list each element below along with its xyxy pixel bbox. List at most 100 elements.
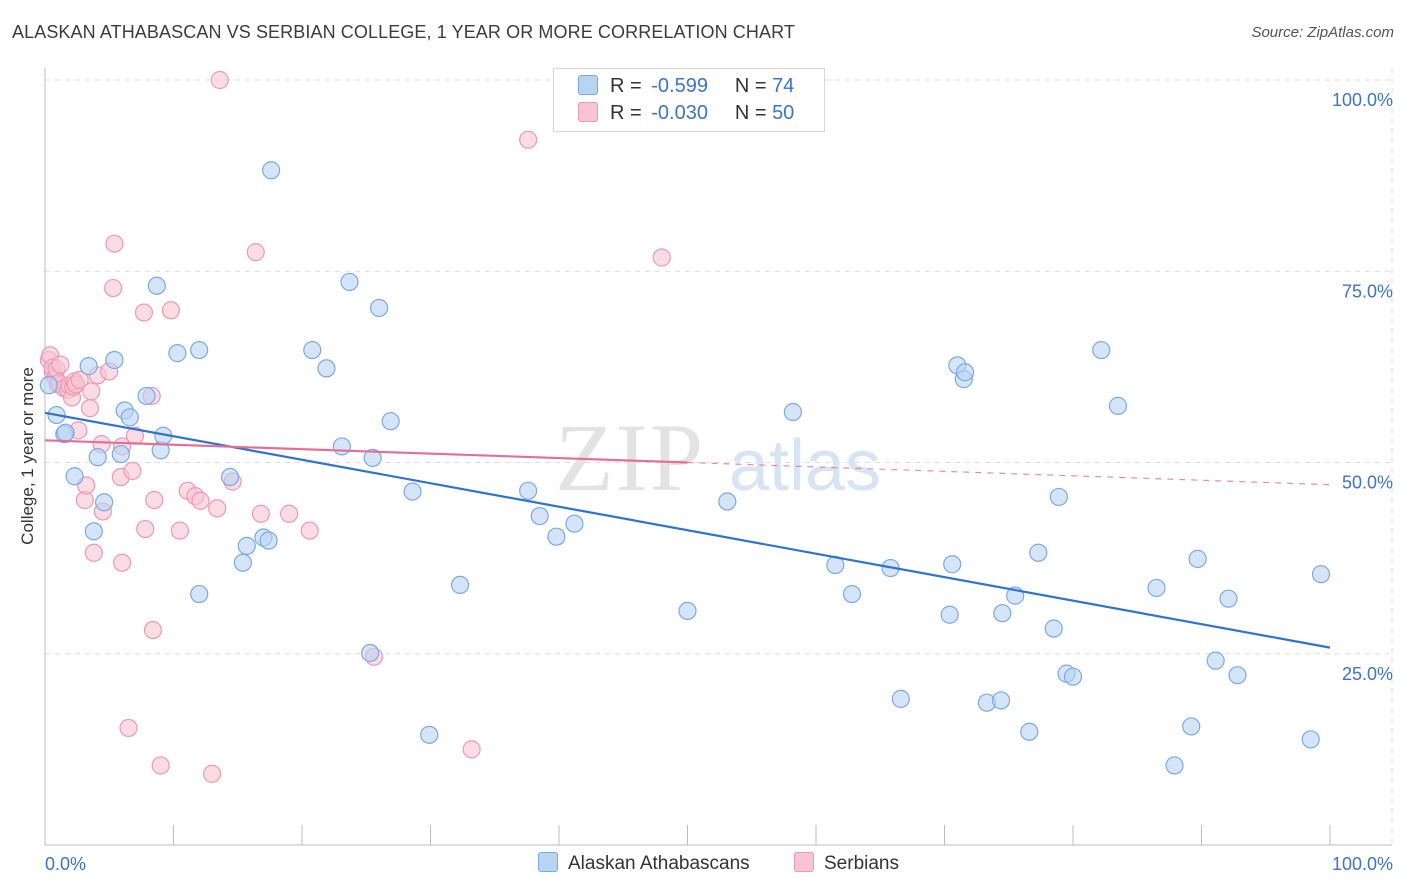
serbian-point: [136, 519, 155, 539]
athabascan-point: [1147, 578, 1166, 598]
serbian-point: [652, 248, 671, 267]
athabascan-point: [1182, 717, 1201, 736]
serbian-point: [208, 499, 227, 518]
bottom-legend-label-1: Alaskan Athabascans: [568, 853, 750, 874]
legend-n-label: N =: [734, 75, 767, 97]
athabascan-point: [1092, 340, 1111, 360]
athabascan-point: [1188, 549, 1207, 568]
bottom-legend-label-2: Serbians: [824, 853, 899, 874]
athabascan-point: [39, 376, 58, 395]
x-tick-label: 0.0%: [45, 854, 86, 874]
legend-r-label: R =: [610, 102, 642, 124]
bottom-legend-swatch-pink: [794, 852, 814, 872]
y-tick-label: 50.0%: [1342, 473, 1393, 493]
legend-row-athabascans: R = -0.599 N = 74: [578, 75, 794, 99]
trend-lines: [44, 411, 1331, 649]
serbian-point: [143, 620, 163, 640]
athabascan-point: [237, 536, 256, 555]
serbian-point: [202, 764, 222, 783]
athabascan-point: [111, 444, 130, 464]
watermark-zip: ZIP: [555, 404, 705, 511]
athabascan-point: [363, 448, 382, 468]
serbian-point: [104, 278, 123, 298]
athabascan-point: [547, 527, 566, 546]
athabascan-point: [332, 437, 351, 456]
legend-r-value-1: -0.599: [651, 75, 708, 97]
y-tick-label: 25.0%: [1342, 664, 1393, 684]
legend-row-serbians: R = -0.030 N = 50: [578, 102, 794, 126]
athabascan-point: [190, 584, 209, 604]
athabascan-point: [95, 493, 114, 512]
serbian-point: [246, 243, 265, 262]
serbian-point: [300, 521, 319, 540]
serbian-point: [280, 504, 299, 523]
athabascan-point: [993, 604, 1012, 623]
athabascan-point: [190, 340, 209, 360]
athabascan-points: [39, 161, 1331, 775]
bottom-legend-swatch-blue: [538, 852, 558, 872]
x-tick-label: 100.0%: [1332, 854, 1393, 874]
athabascan-point: [1206, 651, 1225, 670]
athabascan-point: [168, 344, 187, 363]
serbian-point: [112, 553, 132, 572]
athabascan-point: [403, 482, 422, 501]
serbian-point: [80, 399, 100, 418]
serbian-point: [51, 355, 70, 374]
y-tick-label: 75.0%: [1342, 281, 1393, 301]
athabascan-point: [1049, 487, 1068, 507]
athabascan-point: [137, 386, 156, 406]
watermark-atlas: atlas: [729, 426, 881, 506]
athabascan-point: [1044, 619, 1063, 638]
serbian-point: [134, 303, 154, 322]
serbian-point: [70, 370, 89, 389]
serbian-point: [210, 70, 229, 90]
athabascan-point: [233, 553, 252, 572]
athabascan-point: [65, 467, 84, 486]
athabascan-point: [1228, 666, 1247, 685]
serbian-point: [123, 461, 142, 481]
serbian-point: [161, 301, 181, 320]
serbian-point: [145, 490, 164, 510]
serbian-point: [191, 491, 210, 510]
athabascan-point: [262, 161, 281, 180]
serbian-point: [105, 234, 124, 253]
serbian-point: [82, 382, 101, 401]
axes: [44, 68, 1392, 846]
athabascan-point: [1301, 730, 1320, 749]
athabascan-point: [56, 423, 75, 442]
serbian-point: [519, 130, 538, 149]
legend-r-value-2: -0.030: [651, 102, 708, 124]
athabascan-point: [783, 402, 802, 422]
athabascan-point: [1063, 667, 1083, 686]
athabascan-point: [718, 492, 737, 511]
athabascan-point: [120, 408, 139, 427]
athabascan-trend-line: [44, 411, 1331, 649]
athabascan-point: [105, 350, 124, 370]
tick-labels: 100.0% 75.0% 50.0% 25.0% 0.0% 100.0%: [45, 90, 1393, 874]
athabascan-point: [220, 467, 240, 487]
bottom-legend-serbians: Serbians: [794, 852, 899, 875]
legend-swatch-pink: [578, 102, 598, 122]
athabascan-point: [361, 643, 380, 663]
athabascan-point: [88, 448, 107, 467]
serbian-point: [84, 543, 103, 562]
athabascan-point: [1219, 589, 1238, 608]
athabascan-point: [565, 514, 584, 533]
serbian-point: [170, 521, 190, 540]
athabascan-point: [1029, 543, 1048, 562]
serbian-point: [251, 504, 270, 523]
athabascan-point: [370, 298, 389, 318]
athabascan-point: [340, 272, 359, 292]
legend-n-value-2: 50: [772, 102, 795, 124]
athabascan-point: [317, 359, 336, 378]
athabascan-point: [259, 531, 278, 550]
serbian-point: [462, 740, 481, 759]
legend-r-label: R =: [610, 75, 642, 97]
athabascan-point: [955, 363, 975, 382]
athabascan-point: [1020, 722, 1039, 741]
legend-n-label: N =: [734, 102, 767, 124]
serbian-point: [151, 756, 170, 775]
legend-n-value-1: 74: [772, 75, 795, 97]
athabascan-point: [940, 605, 959, 624]
